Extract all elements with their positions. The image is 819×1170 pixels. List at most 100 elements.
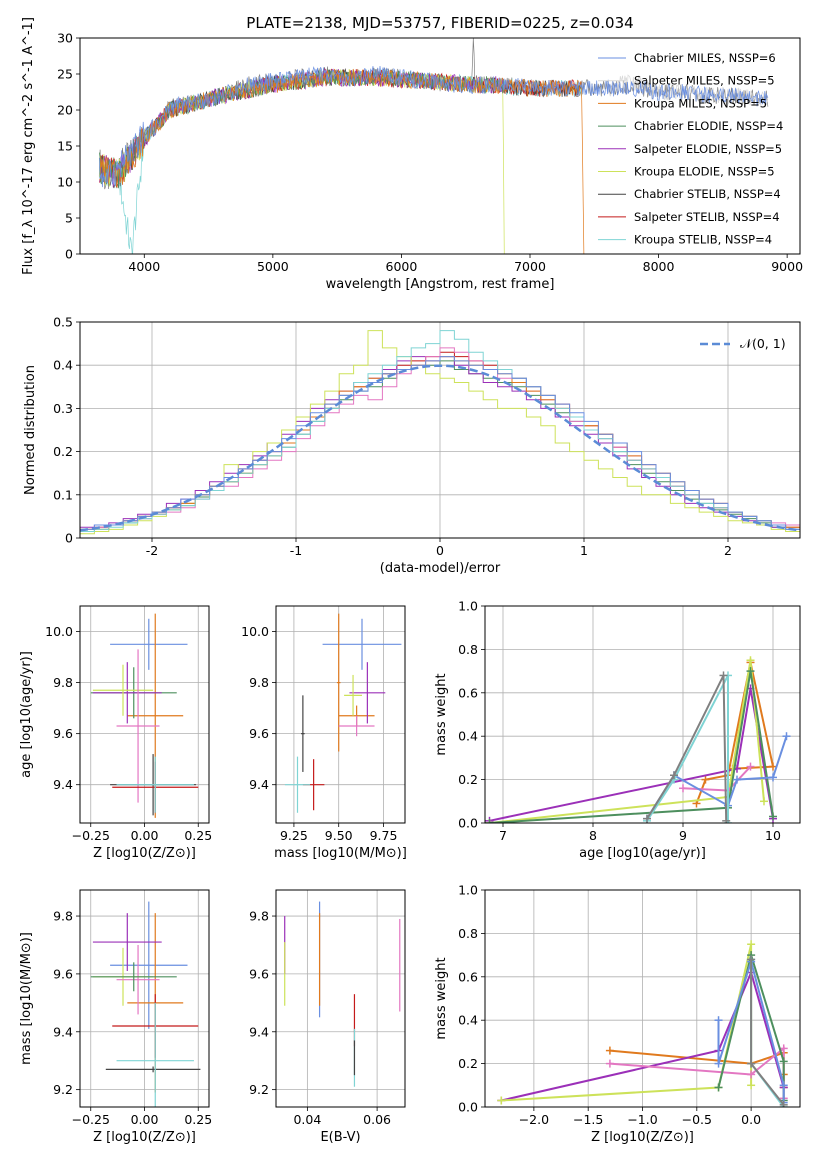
plus-marker: [714, 1016, 723, 1025]
x-axis-label: (data-model)/error: [380, 561, 501, 576]
plus-marker: [747, 1081, 756, 1090]
x-tick-label: −1.5: [573, 1112, 603, 1127]
x-tick-label: 0.25: [184, 1112, 212, 1127]
legend-label: Salpeter MILES, NSSP=5: [634, 74, 775, 88]
legend: Chabrier MILES, NSSP=6 Salpeter MILES, NS…: [598, 51, 783, 247]
axes-frame: [79, 37, 801, 255]
x-tick-label: −0.5: [682, 1112, 712, 1127]
plus-marker: [782, 732, 791, 741]
gaussian-curve: [80, 364, 800, 532]
y-tick-label: 9.6: [249, 966, 269, 981]
plus-marker: [760, 797, 768, 806]
y-tick-label: 9.6: [249, 726, 269, 741]
axes-frame: [79, 321, 801, 539]
plus-marker: [605, 1046, 614, 1055]
y-tick-label: 9.8: [249, 909, 269, 924]
panel-age_vs_mass: 9.25 9.50 9.75 9.4 9.6 9.8 10.0 mass [log10(M/M…: [241, 605, 407, 861]
y-axis-label: age [log10(age/yr)]: [19, 651, 34, 778]
y-tick-label: 9.6: [53, 966, 73, 981]
plot-area: [497, 940, 788, 1107]
plus-marker: [746, 656, 755, 665]
panel-residuals: -2 -1 0 1 2 0 0.1 0.2 0.3 0.4 0.5 (data-model)/erro…: [23, 315, 801, 576]
y-tick-label: 9.4: [53, 1024, 73, 1039]
axes-frame: [484, 889, 801, 1108]
x-tick-label: 0.04: [293, 1112, 321, 1127]
errorbar-point: [116, 1002, 194, 1107]
x-axis-label: wavelength [Angstrom, rest frame]: [326, 277, 555, 292]
y-tick-label: 9.8: [53, 909, 73, 924]
x-tick-label: 7: [499, 828, 507, 843]
weight-line: [489, 670, 774, 823]
plus-marker: [747, 955, 756, 964]
x-axis-label: Z [log10(Z/Z⊙)]: [93, 846, 196, 861]
plot-area: [284, 901, 401, 1087]
y-axis-label: mass weight: [434, 673, 449, 755]
legend-label: 𝒩(0, 1): [740, 336, 786, 351]
x-tick-label: 10: [765, 828, 781, 843]
y-tick-label: 0.4: [458, 729, 478, 744]
x-tick-label: 5000: [257, 259, 289, 274]
y-tick-label: 25: [57, 67, 73, 82]
x-tick-label: 2: [724, 543, 732, 558]
errorbar-point: [110, 618, 188, 670]
x-tick-label: −0.25: [72, 828, 110, 843]
plot-area: [284, 613, 402, 813]
weight-line: [646, 674, 728, 821]
y-tick-label: 0: [65, 531, 73, 546]
weight-line: [717, 951, 785, 1101]
plus-marker: [779, 1044, 788, 1053]
plus-marker: [779, 1100, 788, 1107]
errorbar-point: [116, 649, 160, 803]
errorbar-point: [301, 695, 305, 772]
plus-marker: [722, 816, 731, 823]
y-tick-label: 9.8: [249, 675, 269, 690]
x-axis-label: age [log10(age/yr)]: [579, 846, 706, 861]
y-tick-label: 0.4: [53, 358, 73, 373]
plus-marker: [769, 812, 777, 821]
y-tick-label: 30: [57, 31, 73, 46]
x-tick-label: 1: [580, 543, 588, 558]
plus-marker: [746, 762, 755, 771]
y-tick-label: 10.0: [241, 624, 269, 639]
y-tick-label: 0.5: [53, 315, 73, 330]
axes-frame: [275, 889, 406, 1108]
plus-marker: [779, 1057, 788, 1066]
plus-marker: [747, 1070, 756, 1079]
plus-marker: [733, 775, 741, 784]
y-tick-label: 1.0: [458, 599, 478, 614]
errorbar-point: [92, 662, 162, 724]
x-tick-label: 8000: [643, 259, 675, 274]
y-tick-label: 5: [65, 211, 73, 226]
x-tick-label: 9.50: [325, 828, 353, 843]
plus-marker: [719, 671, 728, 680]
y-axis-label: Flux [f_λ 10^-17 erg cm^-2 s^-1 A^-1]: [21, 17, 36, 275]
plus-marker: [497, 1096, 506, 1105]
plus-marker: [746, 667, 755, 676]
y-tick-label: 9.8: [53, 675, 73, 690]
y-tick-label: 9.4: [249, 1024, 269, 1039]
y-tick-label: 9.2: [53, 1082, 73, 1097]
errorbar-point: [336, 613, 341, 752]
plot-area: [80, 330, 800, 538]
plus-marker: [769, 773, 777, 782]
x-tick-label: −2.0: [519, 1112, 549, 1127]
spectrum-line: [98, 65, 769, 188]
plot-area: [90, 901, 201, 1107]
figure-title: PLATE=2138, MJD=53757, FIBERID=0225, z=0…: [246, 14, 633, 32]
spectrum-line: [99, 68, 585, 254]
x-tick-label: 8: [589, 828, 597, 843]
x-tick-label: 0: [436, 543, 444, 558]
x-tick-label: 6000: [386, 259, 418, 274]
y-tick-label: 10: [57, 175, 73, 190]
x-axis-label: Z [log10(Z/Z⊙)]: [93, 1130, 196, 1145]
y-tick-label: 0.0: [458, 1100, 478, 1115]
x-tick-label: 7000: [514, 259, 546, 274]
errorbar-point: [116, 756, 194, 813]
legend-label: Kroupa ELODIE, NSSP=5: [634, 165, 775, 179]
axes-frame: [79, 605, 210, 824]
x-axis-label: Z [log10(Z/Z⊙)]: [591, 1130, 694, 1145]
axes-frame: [484, 605, 801, 824]
y-tick-label: 1.0: [458, 883, 478, 898]
errorbar-point: [92, 913, 162, 972]
